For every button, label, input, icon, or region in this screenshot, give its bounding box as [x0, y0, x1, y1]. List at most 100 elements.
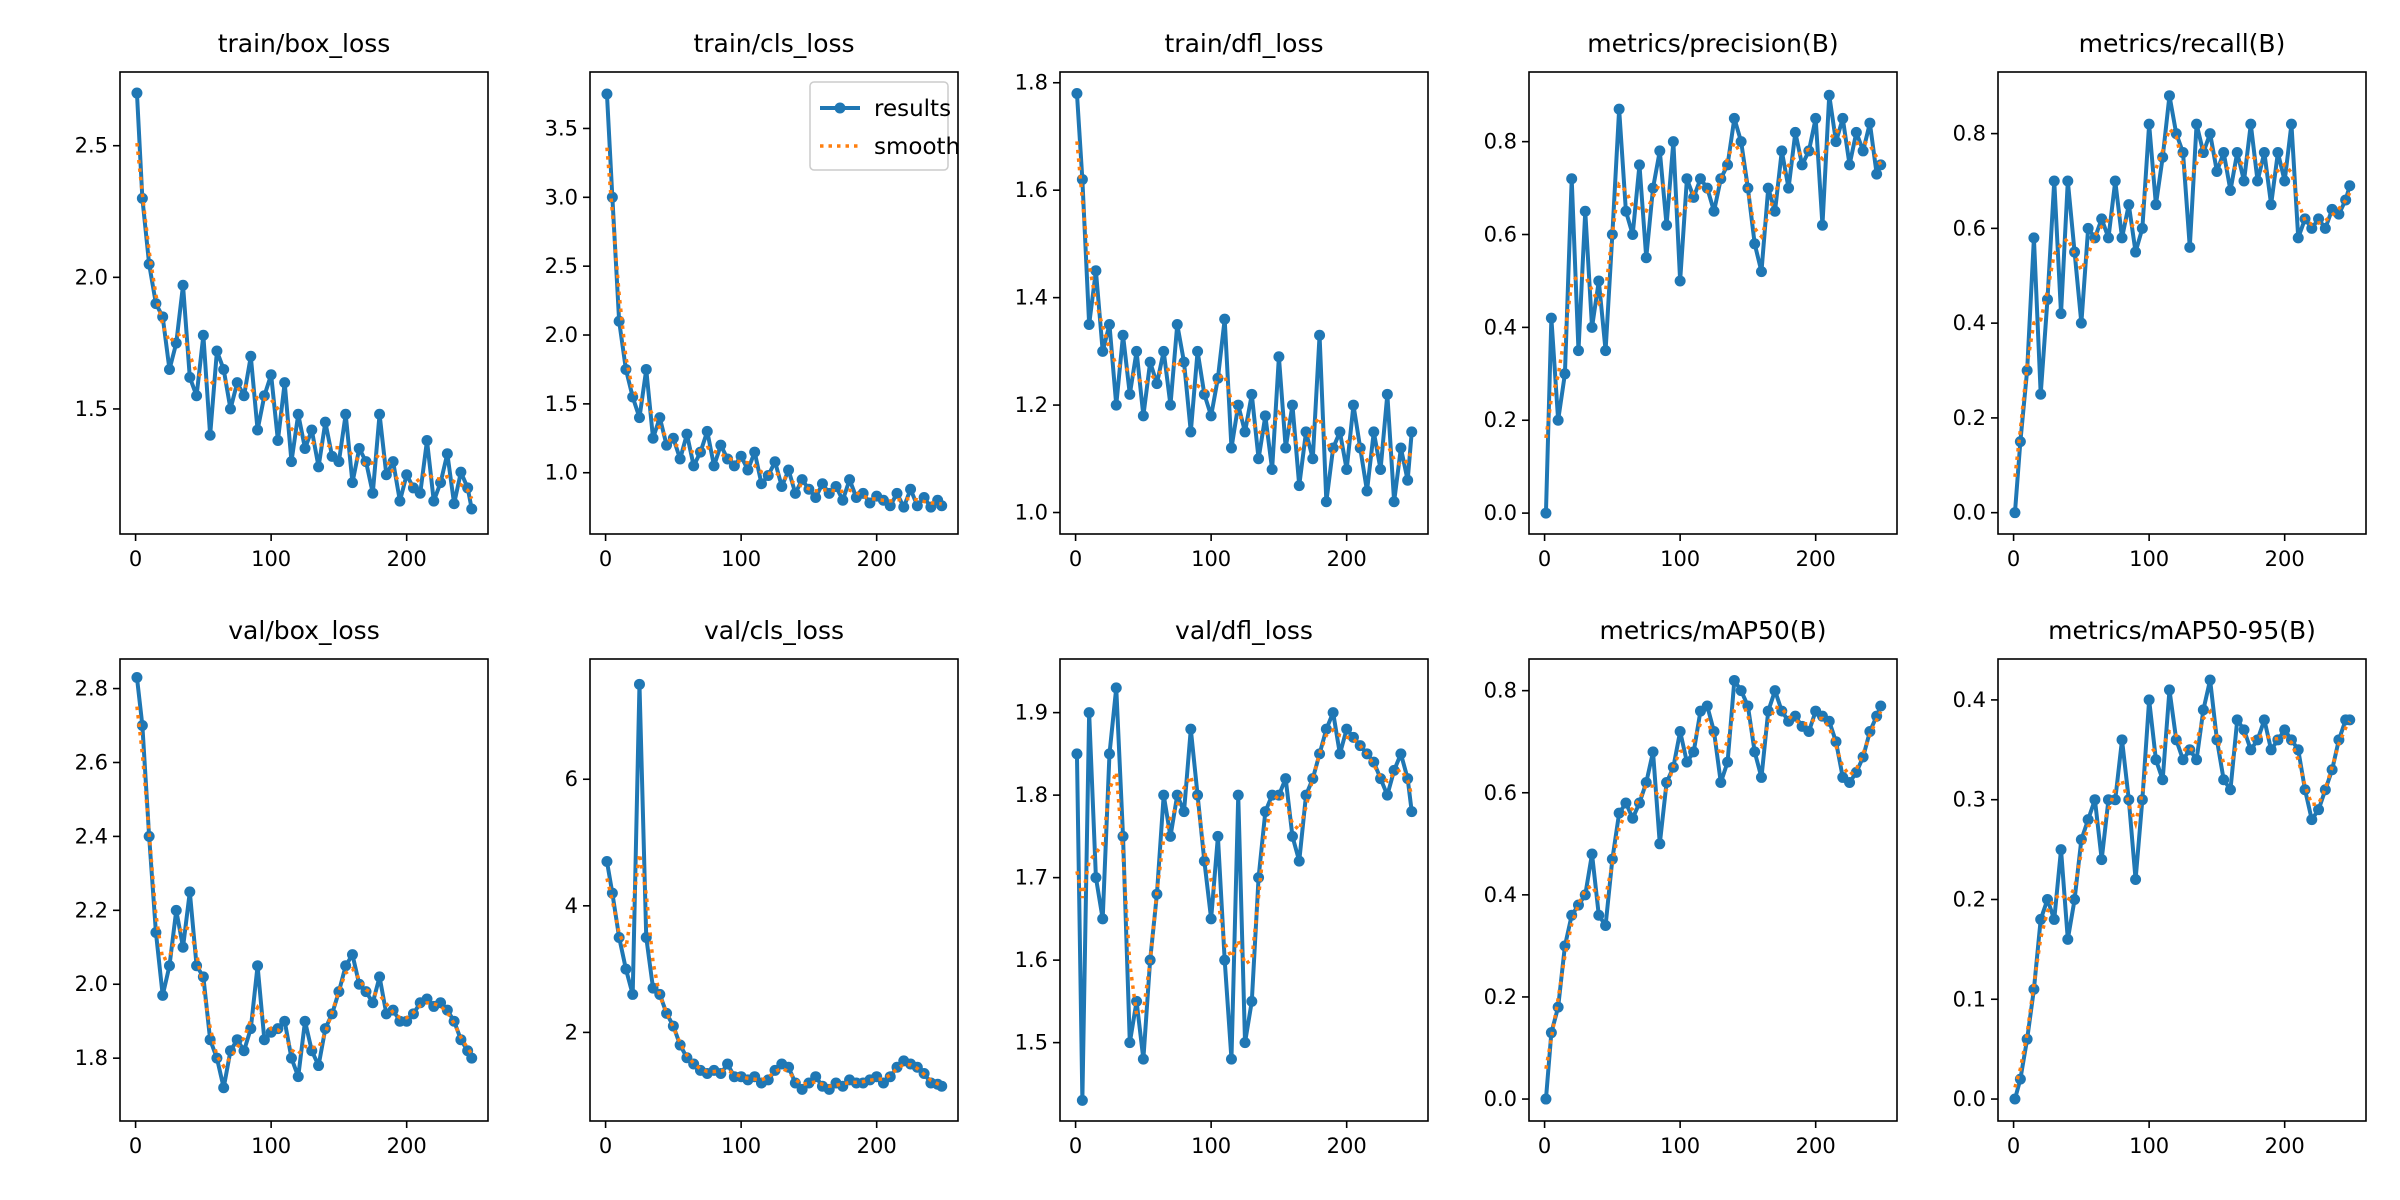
- results-point: [1864, 117, 1876, 129]
- results-point: [674, 453, 686, 465]
- results-point: [1347, 399, 1359, 411]
- results-point: [1728, 112, 1740, 124]
- results-point: [1402, 474, 1414, 486]
- smooth-line: [2013, 125, 2352, 478]
- results-point: [1239, 426, 1251, 438]
- results-point: [346, 477, 358, 489]
- y-tick-label: 1.8: [1015, 71, 1048, 95]
- x-tick-label: 0: [2007, 1134, 2020, 1158]
- results-point: [2265, 199, 2277, 211]
- subplot-4: metrics/recall(B) 0 100 200 0.0 0.2 0.4 0.6 0.8: [1953, 29, 2367, 571]
- results-point: [1688, 746, 1700, 758]
- results-point: [2096, 213, 2108, 225]
- subplot-title: metrics/precision(B): [1587, 29, 1838, 58]
- results-point: [2344, 714, 2356, 726]
- axes-frame: [589, 71, 959, 535]
- results-point: [1198, 388, 1210, 400]
- results-point: [776, 480, 788, 492]
- results-point: [245, 350, 257, 362]
- results-point: [2238, 724, 2250, 736]
- results-point: [1681, 756, 1693, 768]
- results-point: [2218, 774, 2230, 786]
- results-point: [1783, 182, 1795, 194]
- results-point: [414, 487, 426, 499]
- results-point: [191, 390, 203, 402]
- results-point: [1830, 136, 1842, 148]
- x-tick-label: 200: [2265, 547, 2305, 571]
- results-point: [1803, 725, 1815, 737]
- results-point: [1103, 748, 1115, 760]
- results-point: [421, 435, 433, 447]
- x-tick-label: 200: [1796, 547, 1836, 571]
- results-point: [715, 439, 727, 451]
- y-tick-label: 0.2: [1953, 887, 1986, 911]
- results-point: [2157, 774, 2169, 786]
- results-point: [1320, 723, 1332, 735]
- results-point: [1205, 410, 1217, 422]
- results-point: [252, 424, 264, 436]
- results-point: [1097, 345, 1109, 357]
- results-point: [1185, 426, 1197, 438]
- results-point: [1232, 789, 1244, 801]
- results-point: [1259, 806, 1271, 818]
- smooth-line: [135, 142, 474, 500]
- results-point: [1613, 103, 1625, 115]
- results-point: [2130, 874, 2142, 886]
- x-tick-label: 0: [1538, 1134, 1551, 1158]
- results-point: [380, 469, 392, 481]
- results-point: [1368, 426, 1380, 438]
- results-point: [1572, 345, 1584, 357]
- results-point: [1293, 480, 1305, 492]
- results-point: [905, 483, 917, 495]
- subplot-5: val/box_loss 0 100 200 1.8 2.0 2.2 2.4 2.6 2.8: [75, 616, 489, 1158]
- results-point: [367, 997, 379, 1009]
- results-point: [1171, 318, 1183, 330]
- y-tick-label: 1.6: [1015, 948, 1048, 972]
- y-tick-label: 1.8: [75, 1046, 108, 1070]
- results-point: [1762, 182, 1774, 194]
- results-point: [1875, 159, 1887, 171]
- results-point: [1334, 748, 1346, 760]
- results-point: [1769, 685, 1781, 697]
- y-tick-label: 2: [565, 1020, 578, 1044]
- x-tick-label: 100: [1660, 547, 1700, 571]
- y-tick-label: 0.1: [1953, 987, 1986, 1011]
- results-point: [131, 671, 143, 683]
- results-point: [252, 960, 264, 972]
- results-point: [2116, 232, 2128, 244]
- results-point: [150, 298, 162, 310]
- results-line: [1074, 93, 1414, 504]
- results-point: [177, 941, 189, 953]
- results-point: [2279, 724, 2291, 736]
- results-point: [1151, 378, 1163, 390]
- results-point: [701, 425, 713, 437]
- results-point: [715, 1068, 727, 1080]
- y-tick-label: 0.6: [1484, 223, 1517, 247]
- results-point: [1137, 1053, 1149, 1065]
- results-point: [810, 1071, 822, 1083]
- subplot-1: train/cls_loss 0 100 200 1.0 1.5 2.0 2.5 3.0 3.5 r…: [545, 29, 961, 571]
- results-point: [360, 456, 372, 468]
- results-point: [2116, 734, 2128, 746]
- results-point: [2333, 208, 2345, 220]
- results-point: [728, 460, 740, 472]
- results-point: [1579, 889, 1591, 901]
- subplot-title: val/cls_loss: [704, 616, 844, 645]
- results-point: [2231, 147, 2243, 159]
- results-point: [884, 500, 896, 512]
- subplot-9: metrics/mAP50-95(B) 0 100 200 0.0 0.1 0.2 0.3 0.…: [1953, 616, 2367, 1158]
- results-point: [620, 363, 632, 375]
- results-point: [238, 1045, 250, 1057]
- results-point: [299, 1015, 311, 1027]
- results-point: [1071, 748, 1083, 760]
- results-point: [1406, 806, 1418, 818]
- results-point: [1755, 771, 1767, 783]
- x-tick-label: 200: [857, 547, 897, 571]
- results-point: [1789, 710, 1801, 722]
- results-point: [197, 329, 209, 341]
- results-point: [2191, 118, 2203, 130]
- subplot-title: train/cls_loss: [693, 29, 854, 58]
- y-tick-label: 4: [565, 894, 578, 918]
- results-point: [218, 363, 230, 375]
- results-point: [1640, 252, 1652, 264]
